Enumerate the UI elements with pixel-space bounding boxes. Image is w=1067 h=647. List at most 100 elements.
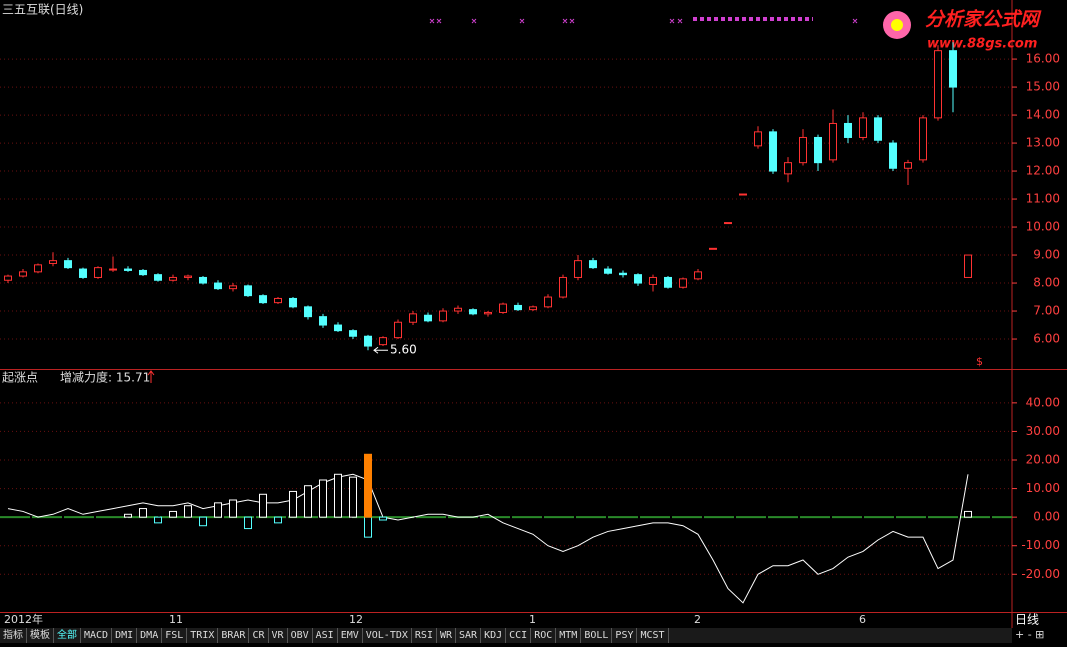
tab[interactable]: RSI [412,628,437,643]
tab[interactable]: FSL [162,628,188,643]
candle-body [904,162,912,169]
indicator-bar [184,505,192,518]
candle-body [274,297,282,304]
tab[interactable]: 指标 [0,628,27,643]
y-tick-label: 30.00 [1026,424,1060,438]
y-tick-label: 12.00 [1026,164,1060,178]
candle-body [529,306,537,311]
candle-body [169,276,177,281]
candle-body [319,316,327,326]
y-tick-label: 13.00 [1026,136,1060,150]
tab[interactable]: KDJ [481,628,507,643]
tab[interactable]: VR [269,628,288,643]
candle-body [874,117,882,141]
tab[interactable]: EMV [338,628,363,643]
candle-body [589,260,597,269]
candle-body [154,274,162,281]
tab[interactable]: SAR [456,628,482,643]
candle-body [199,276,207,284]
candle-body [454,307,462,312]
indicator-bar [259,493,267,518]
x-tick-label: 1 [529,613,536,626]
marker: $ [976,355,983,368]
y-tick-label: 9.00 [1033,248,1060,262]
indicator-bar [289,490,297,518]
y-tick-label: 11.00 [1026,192,1060,206]
tab[interactable]: MTM [556,628,582,643]
candle-body [544,296,552,308]
candle-body [439,310,447,322]
candle-body [214,282,222,290]
indicator-bar [349,476,357,518]
x-tick-label: 12 [349,613,363,626]
candle-body [949,50,957,88]
indicator-label: 增减力度: 15.71 [60,370,150,385]
candle-body [574,260,582,278]
indicator-bar [364,453,372,518]
indicator-bar [364,516,372,538]
indicator-bar [274,516,282,524]
indicator-bar [124,513,132,518]
tab[interactable]: PSY [612,628,638,643]
candle-body [229,285,237,290]
indicator-bar [169,510,177,518]
tab[interactable]: WR [437,628,457,643]
candle-body [859,117,867,138]
tab[interactable]: MACD [81,628,113,643]
tab[interactable]: BRAR [218,628,250,643]
candle-body [619,272,627,276]
candle-body [94,267,102,278]
indicator-bar [304,485,312,518]
zoom-controls[interactable]: + - ⊞ [1015,628,1044,641]
tab[interactable]: ASI [313,628,338,643]
y-tick-label: 7.00 [1033,304,1060,318]
candle-body [514,304,522,311]
candle-body [259,295,267,304]
tab[interactable]: 模板 [27,628,54,643]
candle-body [49,260,57,264]
tab[interactable]: CR [249,628,269,643]
tab-bar: 指标 模板 全部 MACD DMI DMA FSL TRIX BRAR CR VR OBV ASI EMV… [0,628,1012,643]
candle-body [424,314,432,322]
tab[interactable]: MCST [637,628,669,643]
annotation-arrow [373,346,388,354]
candle-body [679,278,687,288]
tab[interactable]: BOLL [581,628,613,643]
tab[interactable]: DMI [112,628,138,643]
y-tick-label: 10.00 [1026,481,1060,495]
annotation: 5.60 [390,343,417,357]
candle-body [79,268,87,278]
tab[interactable]: TRIX [187,628,219,643]
y-tick-label: 14.00 [1026,108,1060,122]
candle-body [499,303,507,313]
indicator-bar [229,499,237,518]
candle-body [799,136,807,164]
tab[interactable]: OBV [288,628,313,643]
candle-body [934,50,942,119]
candle-body [709,247,717,250]
indicator-bar [379,516,387,521]
tab[interactable]: DMA [137,628,163,643]
tab[interactable]: CCI [506,628,532,643]
candle-body [739,193,747,196]
tab[interactable]: VOL-TDX [363,628,412,643]
candle-body [364,335,372,347]
candle-body [664,276,672,288]
tab[interactable]: ROC [531,628,557,643]
candle-body [964,254,972,278]
x-tick-label: 2012年 [4,612,43,626]
indicator-bar [964,510,972,518]
candle-body [754,131,762,147]
y-tick-label: 16.00 [1026,52,1060,66]
signal-markers [429,17,858,24]
y-tick-label: 0.00 [1033,510,1060,524]
candle-body [829,122,837,161]
candle-body [409,313,417,323]
candle-body [289,297,297,308]
tab[interactable]: 全部 [54,628,81,643]
period-label: 日线 [1015,613,1039,627]
candle-body [394,321,402,339]
indicator-bar [319,479,327,518]
x-tick-label: 2 [694,613,701,626]
